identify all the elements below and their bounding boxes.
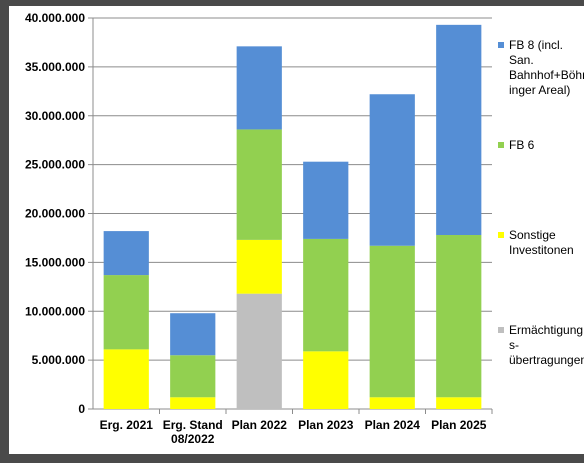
y-tick-label: 20.000.000 (25, 207, 85, 221)
y-tick-label: 35.000.000 (25, 60, 85, 74)
legend-label: San. (509, 53, 534, 67)
bar-segment (436, 235, 482, 398)
bar-segment (236, 293, 282, 409)
bar-segment (303, 161, 349, 239)
bar-segment (103, 349, 149, 409)
legend-label: FB 6 (509, 138, 535, 152)
legend-swatch (498, 142, 504, 148)
x-tick-label: Plan 2025 (431, 418, 487, 432)
bar-segment (103, 231, 149, 276)
legend-label: s- (509, 338, 519, 352)
legend-label: FB 8 (incl. (509, 38, 563, 52)
x-tick-label: Plan 2023 (298, 418, 354, 432)
bar-segment (103, 275, 149, 350)
legend-label: übertragungen (509, 353, 584, 367)
legend-swatch (498, 327, 504, 333)
y-tick-label: 15.000.000 (25, 255, 85, 269)
bar-segment (369, 94, 415, 246)
bar-segment (170, 397, 216, 409)
x-tick-label: Plan 2022 (232, 418, 288, 432)
bar-segment (236, 46, 282, 130)
y-tick-label: 25.000.000 (25, 158, 85, 172)
legend-label: Bahnhof+Böhr (509, 68, 584, 82)
bar-segment (236, 129, 282, 240)
bar-segment (369, 245, 415, 398)
bar-segment (236, 239, 282, 294)
legend-label: Sonstige (509, 228, 556, 242)
x-tick-label: Plan 2024 (365, 418, 421, 432)
bar-segment (436, 24, 482, 236)
y-tick-label: 40.000.000 (25, 11, 85, 25)
x-tick-label: Erg. 2021 (100, 418, 154, 432)
legend-label: Ermächtigung (509, 323, 583, 337)
legend-swatch (498, 232, 504, 238)
bar-segment (436, 397, 482, 409)
chart-frame: 0 5.000.000 10.000.000 15.000.000 20.000.000… (9, 6, 584, 454)
legend-label: inger Areal) (509, 83, 570, 97)
bar-segment (369, 397, 415, 409)
bar-segment (303, 351, 349, 409)
stacked-bar-chart: 0 5.000.000 10.000.000 15.000.000 20.000.000… (25, 11, 584, 446)
y-tick-label: 5.000.000 (32, 353, 86, 367)
y-tick-label: 10.000.000 (25, 304, 85, 318)
bar-segment (303, 238, 349, 352)
bar-segment (170, 313, 216, 356)
y-tick-label: 30.000.000 (25, 109, 85, 123)
x-tick-label: Erg. Stand (163, 418, 223, 432)
x-tick-label: 08/2022 (171, 432, 215, 446)
legend-label: Investitonen (509, 243, 574, 257)
bar-segment (170, 355, 216, 398)
legend-swatch (498, 42, 504, 48)
y-tick-label: 0 (78, 402, 85, 416)
